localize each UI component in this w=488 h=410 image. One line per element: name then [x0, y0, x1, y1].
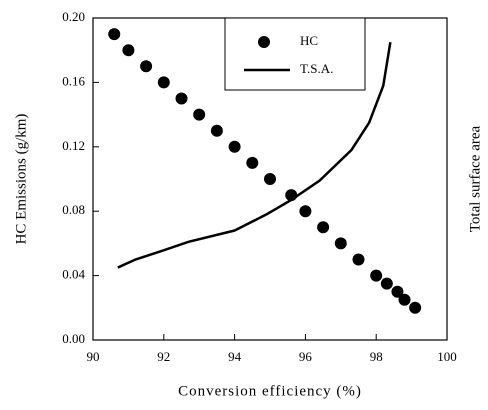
hc-point — [140, 60, 153, 73]
hc-point — [398, 293, 411, 306]
hc-point — [108, 28, 121, 41]
hc-point — [122, 44, 135, 57]
legend-box — [224, 17, 366, 91]
hc-point — [352, 253, 365, 266]
tsa-line — [117, 41, 392, 269]
y-tick-label: 0.12 — [62, 138, 85, 153]
x-tick-label: 100 — [437, 349, 457, 364]
hc-point — [409, 301, 422, 314]
hc-point — [264, 173, 276, 185]
x-tick-label: 94 — [228, 349, 242, 364]
hc-point — [317, 221, 330, 234]
legend-label: HC — [300, 33, 318, 48]
y-tick-label: 0.08 — [62, 202, 85, 217]
y2-axis-label: Total surface area — [467, 125, 483, 232]
y-tick-label: 0.00 — [62, 331, 85, 346]
hc-point — [370, 269, 383, 282]
hc-point — [299, 205, 312, 218]
x-tick-label: 92 — [157, 349, 170, 364]
y-axis-label: HC Emissions (g/km) — [13, 114, 29, 245]
x-tick-label: 90 — [87, 349, 100, 364]
hc-point — [391, 285, 404, 298]
y-tick-label: 0.20 — [62, 9, 85, 24]
x-axis-label: Conversion efficiency (%) — [178, 383, 362, 399]
legend-marker — [258, 36, 270, 48]
hc-point — [334, 237, 347, 250]
hc-point — [210, 124, 223, 137]
x-tick-label: 96 — [299, 349, 313, 364]
hc-point — [380, 277, 393, 290]
hc-point — [193, 108, 206, 121]
legend-label: T.S.A. — [300, 61, 333, 76]
hc-point — [228, 140, 241, 153]
x-tick-label: 98 — [370, 349, 383, 364]
hc-point — [157, 76, 170, 89]
hc-point — [246, 156, 259, 169]
y-tick-label: 0.04 — [62, 267, 85, 282]
hc-point — [175, 92, 188, 105]
y-tick-label: 0.16 — [62, 73, 85, 88]
